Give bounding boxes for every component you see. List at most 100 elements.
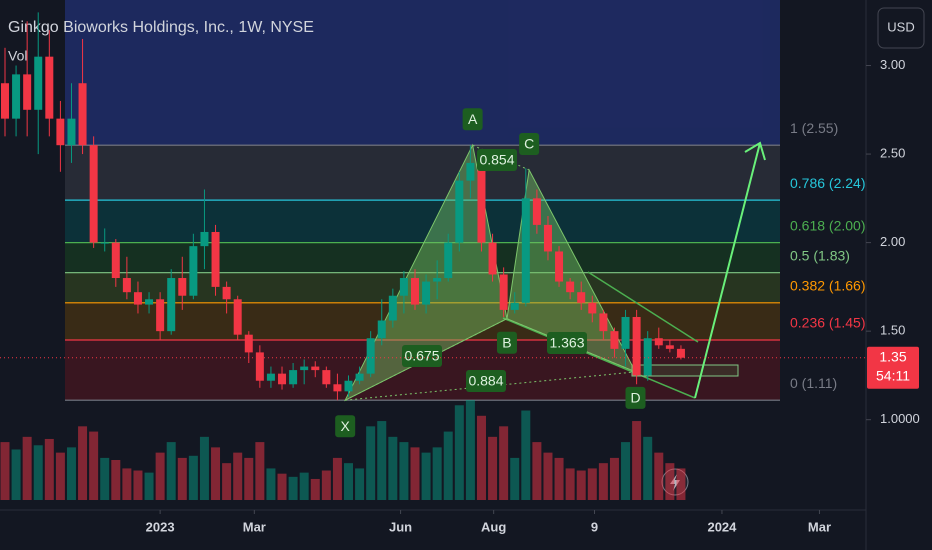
candle-body (555, 251, 564, 282)
wedge-line (587, 271, 699, 343)
candle-body (543, 224, 552, 252)
volume-bar (465, 400, 475, 500)
x-tick-label: Aug (481, 519, 506, 534)
candle-body (133, 292, 142, 305)
ratio-label: 0.675 (404, 348, 439, 364)
candle-body (178, 278, 187, 296)
candle-body (211, 231, 220, 287)
candle-body (122, 278, 131, 293)
x-tick-label: Jun (389, 519, 412, 534)
fib-band (65, 302, 780, 340)
candle-body (599, 313, 608, 332)
volume-bar (133, 470, 143, 500)
candle-body (12, 74, 21, 119)
candle-body (289, 370, 298, 385)
volume-bar (155, 452, 165, 500)
price-tag-value: 1.35 (879, 348, 906, 364)
candle-body (300, 366, 309, 371)
candle-body (189, 246, 198, 296)
candle-body (333, 384, 342, 392)
countdown: 54:11 (876, 367, 910, 383)
volume-bar (587, 468, 597, 500)
volume-bar (266, 468, 276, 500)
volume-bar (565, 468, 575, 500)
candle-body (266, 373, 275, 381)
fib-area (65, 0, 780, 401)
x-tick-label: Mar (243, 519, 266, 534)
candle-body (355, 373, 364, 381)
volume-bar (100, 457, 110, 500)
volume-bar (144, 472, 154, 500)
candle-body (34, 56, 43, 110)
candle-body (410, 278, 419, 305)
candle-body (499, 274, 508, 310)
volume-bar (78, 426, 88, 500)
fib-band (65, 145, 780, 201)
candle-body (0, 83, 9, 119)
volume-bar (654, 452, 664, 500)
candle-body (566, 281, 575, 293)
volume-bar (122, 468, 132, 500)
fib-label: 0.236 (1.45) (790, 315, 866, 331)
candle-body (654, 338, 663, 346)
y-tick-label: 1.50 (880, 323, 905, 338)
candle-body (78, 83, 87, 146)
ratio-label: 0.854 (479, 152, 514, 168)
point-label: X (341, 418, 351, 434)
fib-band (65, 200, 780, 243)
candle-body (366, 338, 375, 374)
volume-bar (233, 452, 243, 500)
y-tick-label: 2.00 (880, 234, 905, 249)
candle-body (532, 198, 541, 225)
volume-bar (166, 442, 176, 500)
ratio-label: 1.363 (549, 335, 584, 351)
fib-label: 0 (1.11) (790, 375, 837, 391)
volume-bar (66, 447, 76, 500)
candle-body (521, 198, 530, 303)
volume-bar (44, 438, 54, 500)
candle-body (455, 180, 464, 243)
point-label: A (468, 111, 478, 127)
candle-body (100, 242, 109, 244)
volume-bar (532, 442, 542, 500)
candle-body (643, 338, 652, 376)
x-tick-label: 9 (591, 519, 598, 534)
volume-bar (676, 468, 686, 500)
volume-bar (643, 436, 653, 500)
volume-bar (244, 457, 254, 500)
candle-body (145, 299, 154, 305)
currency[interactable]: USD (887, 19, 914, 34)
volume-bar (421, 452, 431, 500)
point-label-box (496, 331, 517, 354)
volume-bar (22, 436, 32, 500)
candle-body (167, 278, 176, 332)
candle-body (23, 74, 32, 110)
candle-body (422, 281, 431, 305)
candle-body (322, 370, 331, 385)
candle-body (388, 295, 397, 321)
ratio-label-box (477, 149, 517, 171)
candle-body (278, 373, 287, 385)
price-tag (867, 346, 919, 389)
fib-top-area (65, 0, 780, 146)
volume-bar (332, 457, 342, 500)
candle-body (444, 242, 453, 279)
currency-button[interactable] (877, 7, 925, 49)
candle-body (244, 334, 253, 353)
alert-bolt[interactable] (670, 474, 680, 491)
candle-body (466, 162, 475, 181)
volume-bar (211, 447, 221, 500)
volume-bar (188, 455, 198, 500)
ratio-label-box (547, 332, 587, 354)
volume-bar (388, 436, 398, 500)
volume-bar (177, 457, 187, 500)
projection-arrow (694, 142, 761, 399)
volume-bar (11, 449, 21, 500)
point-label: D (630, 390, 640, 406)
volume-bar (576, 470, 586, 500)
fib-label: 0.5 (1.83) (790, 247, 850, 263)
candle-body (488, 242, 497, 275)
candle-body (45, 56, 54, 119)
candle-body (577, 292, 586, 303)
